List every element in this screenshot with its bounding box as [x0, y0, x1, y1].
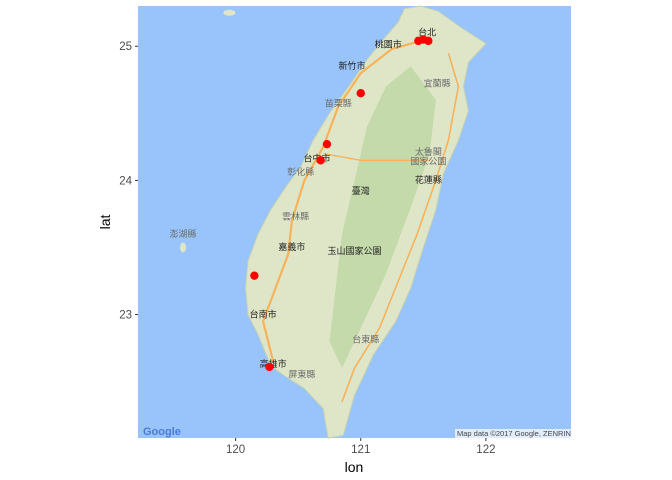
- map-label: 彰化縣: [287, 166, 314, 178]
- data-point: [356, 89, 365, 98]
- map-label: 臺灣: [352, 185, 370, 197]
- map-label: 台南市: [250, 308, 277, 320]
- map-label: 屏東縣: [288, 369, 315, 381]
- map-label: 花蓮縣: [415, 174, 442, 186]
- x-tick-label: 120: [226, 444, 245, 456]
- attribution-bg: [455, 429, 571, 438]
- basemap: 台北桃園市新竹市苗栗縣宜蘭縣台中市彰化縣太魯閣國家公園花蓮縣臺灣雲林縣澎湖縣嘉義…: [138, 5, 571, 439]
- data-point: [265, 362, 274, 372]
- map-label: 太魯閣: [415, 146, 442, 158]
- map-label: 桃園市: [375, 39, 402, 51]
- x-axis-title: lon: [345, 459, 364, 475]
- map-attribution: Map data ©2017 Google, ZENRIN: [457, 429, 571, 438]
- map-label: 國家公園: [410, 155, 446, 167]
- map-label: 嘉義市: [278, 241, 305, 253]
- data-points: [250, 35, 433, 372]
- map-label: 澎湖縣: [170, 228, 197, 240]
- highway-east: [341, 52, 460, 403]
- map-label: 新竹市: [338, 60, 365, 72]
- y-axis-ticks: 23 24 25: [119, 41, 138, 322]
- map-label: 苗栗縣: [325, 99, 352, 110]
- y-tick-label: 23: [119, 310, 132, 322]
- google-logo: Google: [143, 426, 181, 438]
- map-label: 玉山國家公園: [327, 245, 381, 257]
- map-label: 雲林縣: [282, 210, 309, 222]
- map-label: 宜蘭縣: [424, 77, 451, 89]
- data-point: [419, 35, 428, 44]
- penghu-islands: [180, 242, 187, 253]
- mountain-range: [329, 66, 436, 369]
- map-label: 台東縣: [352, 334, 379, 346]
- data-point: [322, 139, 332, 149]
- highway-west: [262, 38, 427, 362]
- x-tick-label: 122: [476, 444, 495, 456]
- y-axis-title: lat: [97, 215, 113, 230]
- data-point: [316, 156, 325, 165]
- map-labels: 台北桃園市新竹市苗栗縣宜蘭縣台中市彰化縣太魯閣國家公園花蓮縣臺灣雲林縣澎湖縣嘉義…: [170, 27, 451, 381]
- highway-central: [323, 152, 430, 162]
- y-tick-label: 25: [119, 41, 132, 53]
- northern-islet: [223, 9, 236, 16]
- x-axis-ticks: 120 121 122: [226, 438, 495, 456]
- y-tick-label: 24: [119, 175, 132, 187]
- x-tick-label: 121: [351, 444, 370, 456]
- data-point: [250, 271, 259, 280]
